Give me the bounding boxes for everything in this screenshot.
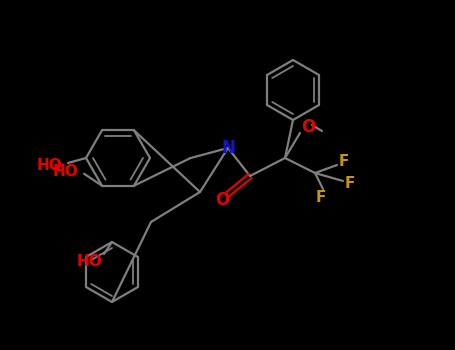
Text: F: F bbox=[339, 154, 349, 169]
Text: F: F bbox=[316, 189, 326, 204]
Text: HO: HO bbox=[37, 159, 63, 174]
Text: O: O bbox=[301, 118, 315, 136]
Text: N: N bbox=[221, 139, 235, 157]
Text: HO: HO bbox=[53, 164, 79, 179]
Text: O: O bbox=[215, 191, 229, 209]
Text: HO: HO bbox=[76, 254, 102, 270]
Text: F: F bbox=[345, 175, 355, 190]
